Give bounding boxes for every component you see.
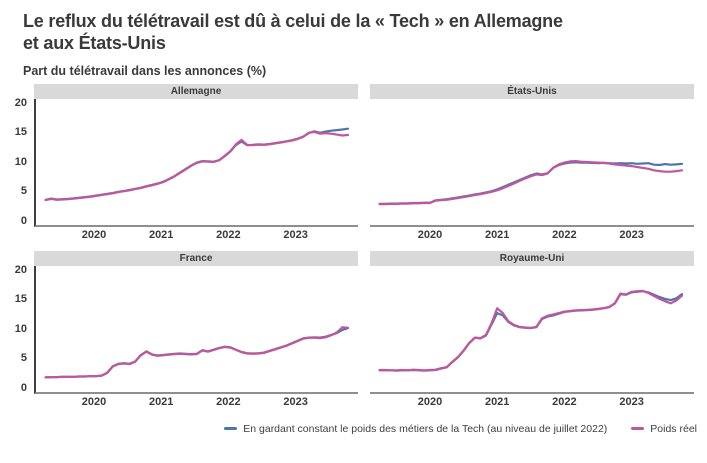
x-tick-label: 2021 [484, 228, 510, 241]
panel-etats-unis: États-Unis 2020 2021 2022 2023 [370, 83, 694, 244]
chart-title-line-1: Le reflux du télétravail est dû à celui … [23, 11, 563, 31]
x-tick-label: 2020 [417, 228, 443, 241]
series-line [44, 325, 350, 379]
x-tick-label: 2023 [283, 228, 308, 241]
y-tick-label: 5 [20, 185, 27, 198]
legend-swatch [224, 427, 238, 431]
x-tick-label: 2020 [81, 228, 107, 241]
y-tick-label: 5 [20, 352, 27, 365]
y-axis-allemagne: 0 5 10 15 20 [2, 96, 30, 227]
y-tick-label: 0 [20, 381, 27, 394]
x-tick-label: 2021 [484, 395, 510, 408]
y-tick-label: 10 [14, 155, 27, 168]
series-canvas [44, 127, 350, 201]
x-tick-label: 2020 [417, 395, 443, 408]
x-tick-label: 2022 [216, 228, 241, 241]
x-tick-label: 2021 [148, 228, 174, 241]
y-tick-label: 15 [14, 293, 27, 306]
series-line [44, 130, 350, 201]
x-tick-label: 2022 [552, 395, 577, 408]
legend-swatch [631, 427, 645, 431]
x-tick-label: 2021 [148, 395, 174, 408]
panel-allemagne: Allemagne 0 5 10 15 20 2020 2021 2022 2023 [15, 83, 358, 244]
series-line [378, 160, 684, 205]
plot-area-etats-unis [370, 98, 694, 227]
panel-header-france: France [34, 250, 358, 266]
x-axis-allemagne: 2020 2021 2022 2023 [34, 227, 358, 244]
y-tick-label: 15 [14, 126, 27, 139]
plot-area-royaume-uni [370, 265, 694, 394]
chart-title: Le reflux du télétravail est dû à celui … [23, 11, 687, 55]
x-tick-label: 2023 [619, 228, 644, 241]
series-line [378, 289, 684, 371]
legend-label: Poids réel [650, 422, 697, 435]
series-line [44, 127, 350, 201]
y-tick-label: 0 [20, 214, 27, 227]
plot-area-france: 0 5 10 15 20 [15, 264, 358, 394]
legend-item-constant-tech: En gardant constant le poids des métiers… [224, 423, 607, 435]
panel-header-allemagne: Allemagne [34, 83, 358, 99]
plot-area-allemagne: 0 5 10 15 20 [15, 97, 358, 227]
y-tick-label: 20 [14, 263, 27, 276]
y-tick-label: 10 [14, 322, 27, 335]
series-line [378, 159, 684, 205]
x-tick-label: 2023 [283, 395, 308, 408]
chart-title-line-2: et aux États-Unis [23, 32, 166, 53]
legend-item-poids-reel: Poids réel [631, 423, 697, 435]
panel-header-etats-unis: États-Unis [370, 83, 694, 99]
series-canvas [378, 159, 684, 205]
panel-france: France 0 5 10 15 20 2020 2021 2022 2023 [15, 250, 358, 411]
y-tick-label: 20 [14, 96, 27, 109]
x-tick-label: 2022 [216, 395, 241, 408]
y-axis-france: 0 5 10 15 20 [2, 263, 30, 394]
chart-subtitle: Part du télétravail dans les annonces (%… [23, 63, 267, 78]
series-canvas [44, 325, 350, 379]
series-line [378, 289, 684, 372]
x-tick-label: 2023 [619, 395, 644, 408]
legend: En gardant constant le poids des métiers… [0, 423, 697, 435]
x-axis-france: 2020 2021 2022 2023 [34, 394, 358, 411]
series-line [44, 326, 350, 379]
x-axis-royaume-uni: 2020 2021 2022 2023 [370, 394, 694, 411]
legend-label: En gardant constant le poids des métiers… [243, 422, 608, 435]
panel-royaume-uni: Royaume-Uni 2020 2021 2022 2023 [370, 250, 694, 411]
x-axis-etats-unis: 2020 2021 2022 2023 [370, 227, 694, 244]
series-canvas [378, 289, 684, 372]
facet-grid: Allemagne 0 5 10 15 20 2020 2021 2022 2023 État… [0, 83, 707, 411]
x-tick-label: 2020 [81, 395, 107, 408]
chart-page: Le reflux du télétravail est dû à celui … [0, 11, 707, 435]
x-tick-label: 2022 [552, 228, 577, 241]
panel-header-royaume-uni: Royaume-Uni [370, 250, 694, 266]
